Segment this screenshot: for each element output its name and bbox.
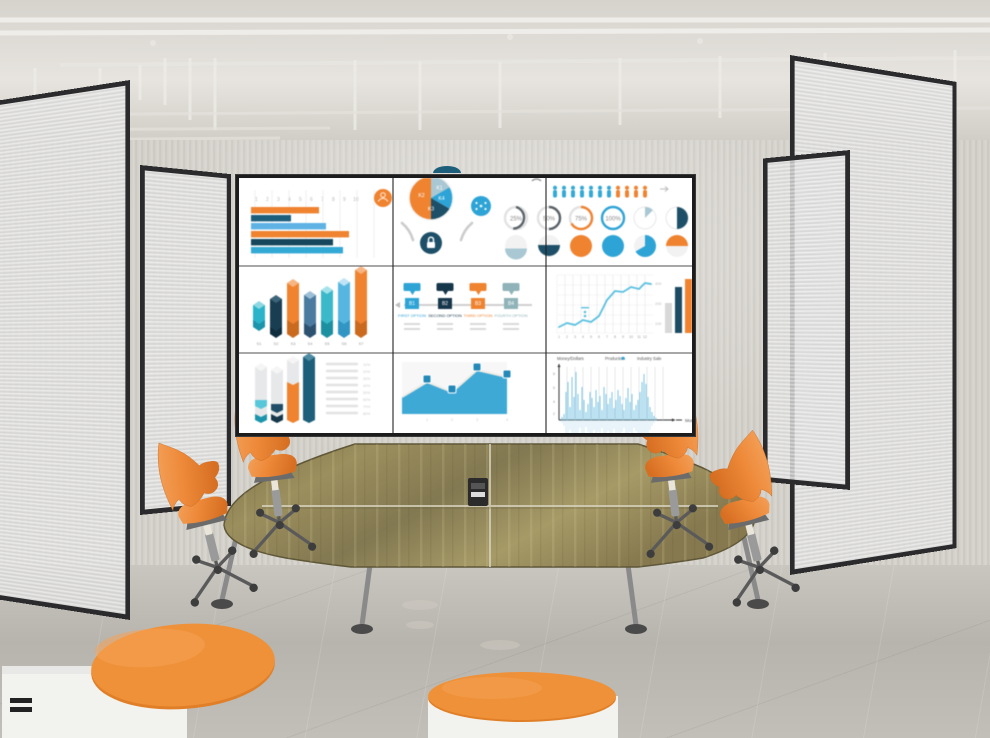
svg-text:400: 400: [655, 282, 661, 286]
svg-text:6: 6: [310, 197, 313, 203]
svg-text:5: 5: [590, 335, 592, 339]
svg-text:B2: B2: [442, 301, 448, 307]
svg-text:4: 4: [506, 418, 508, 422]
svg-text:7: 7: [606, 335, 608, 339]
svg-text:25%: 25%: [510, 216, 523, 222]
svg-text:10%: 10%: [363, 363, 371, 367]
svg-text:3: 3: [476, 418, 478, 422]
svg-text:20%: 20%: [363, 370, 371, 374]
svg-text:6: 6: [598, 335, 600, 339]
svg-text:K2: K2: [418, 193, 424, 199]
svg-text:S2: S2: [274, 341, 280, 346]
svg-text:Industry Sale: Industry Sale: [637, 356, 662, 361]
svg-text:100%: 100%: [605, 216, 621, 222]
svg-text:8: 8: [332, 197, 335, 203]
svg-text:S4: S4: [308, 341, 314, 346]
svg-text:10: 10: [353, 197, 359, 203]
svg-text:B1: B1: [409, 301, 415, 307]
svg-text:Months: Months: [685, 418, 695, 423]
svg-text:S1: S1: [257, 341, 263, 346]
svg-text:S6: S6: [342, 341, 348, 346]
svg-text:Money/Dollars: Money/Dollars: [557, 356, 584, 361]
svg-text:9: 9: [622, 335, 624, 339]
svg-text:12: 12: [643, 335, 647, 339]
svg-text:7: 7: [321, 197, 324, 203]
svg-text:70%: 70%: [363, 405, 371, 409]
svg-text:100: 100: [655, 322, 661, 326]
svg-text:4: 4: [553, 400, 555, 404]
svg-text:9: 9: [343, 197, 346, 203]
svg-text:S3: S3: [291, 341, 297, 346]
svg-text:2: 2: [566, 335, 568, 339]
svg-text:4: 4: [288, 197, 291, 203]
svg-text:80%: 80%: [363, 412, 371, 416]
svg-text:S5: S5: [325, 341, 331, 346]
svg-text:6: 6: [553, 386, 555, 390]
svg-text:50%: 50%: [363, 391, 371, 395]
svg-text:SECOND OPTION: SECOND OPTION: [428, 313, 462, 318]
svg-text:K4: K4: [438, 196, 444, 202]
svg-text:B3: B3: [475, 301, 481, 307]
svg-text:B4: B4: [508, 301, 514, 307]
svg-text:FOURTH OPTION: FOURTH OPTION: [494, 313, 527, 318]
svg-text:1: 1: [558, 335, 560, 339]
svg-text:3: 3: [574, 335, 576, 339]
svg-text:2: 2: [553, 412, 555, 416]
svg-text:THIRD OPTION: THIRD OPTION: [464, 313, 493, 318]
svg-text:200: 200: [655, 302, 661, 306]
svg-text:60%: 60%: [363, 398, 371, 402]
svg-text:4: 4: [582, 335, 584, 339]
svg-text:10: 10: [629, 335, 633, 339]
svg-text:8: 8: [614, 335, 616, 339]
svg-text:5: 5: [299, 197, 302, 203]
svg-text:S7: S7: [359, 341, 365, 346]
svg-text:K1: K1: [436, 186, 442, 192]
svg-text:75%: 75%: [575, 216, 588, 222]
svg-text:K3: K3: [428, 207, 434, 213]
svg-text:1: 1: [426, 418, 428, 422]
svg-text:30%: 30%: [363, 377, 371, 381]
svg-text:3: 3: [277, 197, 280, 203]
svg-text:1: 1: [255, 197, 258, 203]
svg-text:11: 11: [637, 335, 641, 339]
svg-text:40%: 40%: [363, 384, 371, 388]
svg-text:8: 8: [553, 372, 555, 376]
svg-text:2: 2: [451, 418, 453, 422]
svg-text:2: 2: [266, 197, 269, 203]
svg-text:FIRST OPTION: FIRST OPTION: [398, 313, 426, 318]
